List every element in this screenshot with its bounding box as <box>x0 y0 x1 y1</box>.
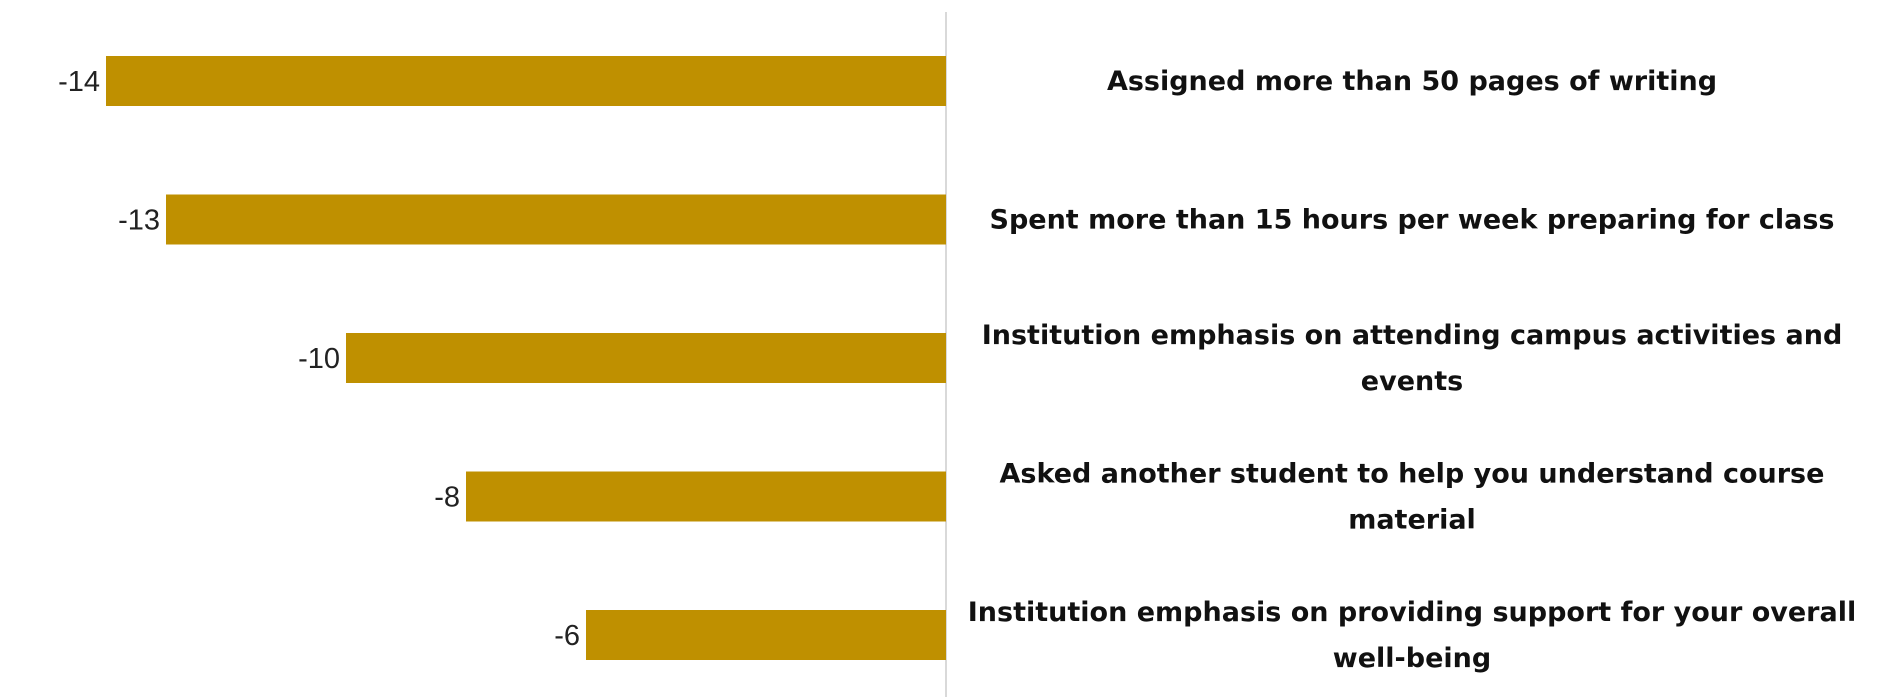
bar-value-label: -8 <box>434 482 460 514</box>
bar <box>466 471 946 522</box>
category-label: material <box>1348 505 1476 536</box>
category-label: Spent more than 15 hours per week prepar… <box>990 205 1835 236</box>
category-label: Assigned more than 50 pages of writing <box>1107 66 1717 97</box>
bar <box>106 56 946 106</box>
category-labels-group: Assigned more than 50 pages of writing Sp… <box>968 66 1856 674</box>
bar <box>166 194 946 245</box>
category-label: Institution emphasis on attending campus… <box>982 320 1843 351</box>
bar-value-label: -13 <box>118 205 160 237</box>
bar <box>346 333 946 383</box>
bar-value-label: -10 <box>298 343 340 375</box>
bar-value-label: -6 <box>554 620 580 652</box>
category-label: Asked another student to help you unders… <box>1000 459 1825 490</box>
bars-group <box>106 56 946 660</box>
value-labels-group: -14 -13 -10 -8 -6 <box>58 66 580 652</box>
category-label: events <box>1361 366 1463 397</box>
bar <box>586 610 946 660</box>
category-label: well-being <box>1333 643 1491 674</box>
category-label: Institution emphasis on providing suppor… <box>968 597 1856 628</box>
bar-value-label: -14 <box>58 66 100 98</box>
